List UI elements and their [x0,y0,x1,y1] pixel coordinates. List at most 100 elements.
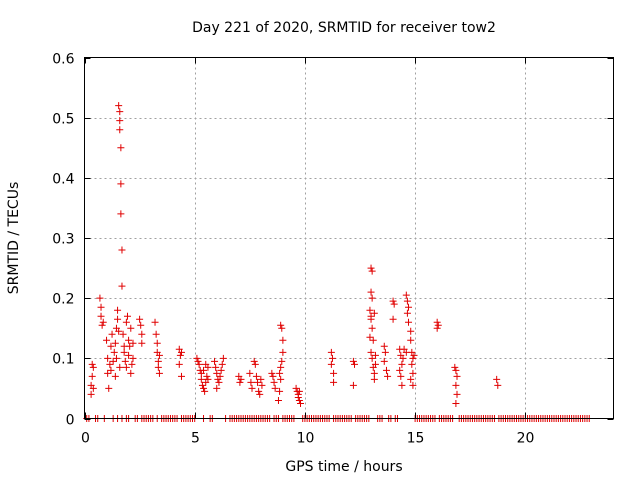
data-point [368,267,376,275]
data-point [110,348,118,356]
data-point [255,387,263,395]
data-point [407,336,415,344]
grid-lines [84,57,614,419]
data-point [493,375,501,383]
data-point [368,294,376,302]
data-point [452,399,460,407]
data-point [122,363,130,371]
data-point [151,318,159,326]
data-point [452,366,460,374]
data-point [367,348,375,356]
data-point [177,372,185,380]
data-point [371,360,379,368]
data-point [128,360,136,368]
data-point [367,315,375,323]
y-tick-label: 0.6 [52,52,74,68]
data-point [153,339,161,347]
data-point [277,321,285,329]
data-point [369,336,377,344]
data-point [152,330,160,338]
data-point [268,369,276,377]
data-point [114,315,122,323]
data-point [434,321,442,329]
data-point [380,342,388,350]
data-point [116,126,124,134]
data-point [453,372,461,380]
data-point [279,348,287,356]
data-point [256,390,264,398]
data-point [104,354,112,362]
data-point [155,351,163,359]
data-point [237,375,245,383]
data-point [99,318,107,326]
data-point [202,360,210,368]
data-point [397,372,405,380]
data-point [269,372,277,380]
data-point [277,375,285,383]
axis-ticks [84,57,614,420]
data-point [116,108,124,116]
data-point [409,354,417,362]
data-point [236,378,244,386]
data-point [398,381,406,389]
data-point [201,387,209,395]
x-tick-label: 20 [517,431,535,447]
data-point [117,180,125,188]
data-point [380,357,388,365]
data-point [108,330,116,338]
data-point [257,375,265,383]
data-point [118,282,126,290]
data-point [123,312,131,320]
data-point [295,387,303,395]
data-point [104,369,112,377]
data-point [246,369,254,377]
data-point [399,354,407,362]
data-point [297,399,305,407]
data-point [250,357,258,365]
data-point [254,378,262,386]
data-point [177,348,185,356]
data-point [217,366,225,374]
data-point [137,321,145,329]
x-tick-label: 15 [407,431,425,447]
data-point [107,366,115,374]
data-point [194,357,202,365]
data-point [251,360,259,368]
data-point [327,348,335,356]
data-point [211,357,219,365]
data-point [126,342,134,350]
data-point [218,360,226,368]
data-point [105,384,113,392]
plot-frame [84,57,614,419]
y-tick-label: 0.3 [52,232,74,248]
data-point [330,378,338,386]
data-point [116,363,124,371]
data-point [384,372,392,380]
data-point [389,297,397,305]
data-point [405,318,413,326]
data-point [453,390,461,398]
x-tick-label: 10 [297,431,315,447]
data-point [115,102,123,110]
data-point [107,342,115,350]
data-point [127,324,135,332]
data-point [278,324,286,332]
data-point [138,339,146,347]
data-point [89,384,97,392]
data-points [83,102,593,422]
data-point [109,357,117,365]
data-point [198,381,206,389]
data-point [349,357,357,365]
data-point [89,363,97,371]
data-point [294,393,302,401]
data-point [97,303,105,311]
y-axis-label: SRMTID / TECUs [6,182,22,295]
data-point [213,384,221,392]
data-point [119,330,127,338]
data-point [219,354,227,362]
y-tick-label: 0.4 [52,172,74,188]
data-point [103,336,111,344]
data-point [117,210,125,218]
chart-title: Day 221 of 2020, SRMTID for receiver tow… [192,20,496,36]
